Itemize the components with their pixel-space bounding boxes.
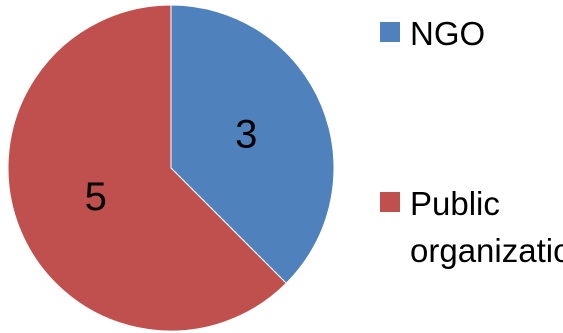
legend-item-public-organization: Public organization xyxy=(380,180,563,274)
legend: NGO Public organization xyxy=(380,0,563,333)
legend-label-ngo: NGO xyxy=(410,15,486,52)
pie-slice-public-organization xyxy=(7,4,287,332)
legend-item-ngo: NGO xyxy=(380,10,560,57)
data-label-ngo: 3 xyxy=(235,112,257,156)
data-label-public-organization: 5 xyxy=(85,175,107,219)
pie-slice-ngo xyxy=(170,4,335,284)
legend-swatch-ngo xyxy=(380,22,400,42)
legend-swatch-public-organization xyxy=(380,192,400,212)
legend-label-public-organization: Public organization xyxy=(410,185,563,269)
